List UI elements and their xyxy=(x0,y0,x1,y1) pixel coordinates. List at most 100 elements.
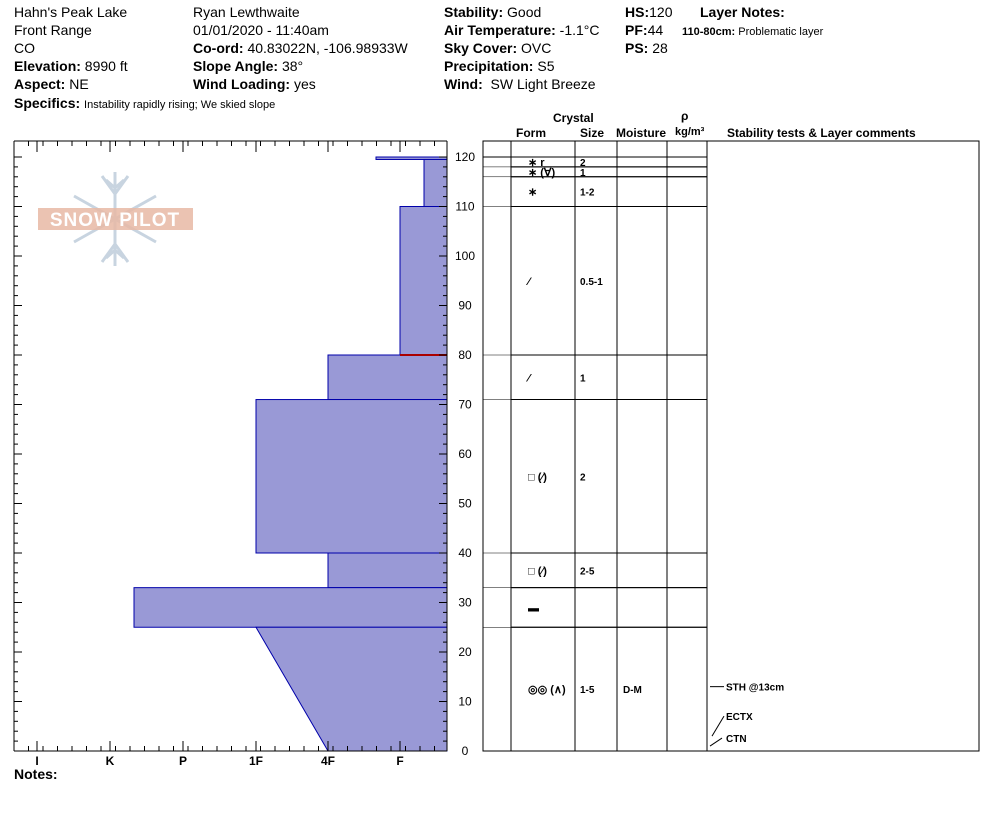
layer-size: 0.5-1 xyxy=(580,277,603,288)
sky-cover: Sky Cover: OVC xyxy=(444,40,551,56)
layer-moisture: D-M xyxy=(623,685,642,696)
layer-form: □ (⁄) xyxy=(528,471,547,483)
wind-value: SW Light Breeze xyxy=(490,76,596,92)
hardness-tick-label: K xyxy=(106,754,115,768)
ps-value: 28 xyxy=(652,40,668,56)
layer-size: 1-5 xyxy=(580,685,595,696)
layer-form: ◎◎ (∧) xyxy=(528,684,566,696)
layer-form: ∗ r xyxy=(528,157,545,169)
hs-label: HS: xyxy=(625,4,650,20)
depth-tick-label: 80 xyxy=(458,348,472,362)
location-name: Hahn's Peak Lake xyxy=(14,4,128,20)
slope-label: Slope Angle: xyxy=(193,58,279,74)
stability-test-label: CTN xyxy=(726,734,747,745)
hardness-tick-label: P xyxy=(179,754,187,768)
form-header: Form xyxy=(516,126,546,140)
aspect-value: NE xyxy=(69,76,89,92)
precip-value: S5 xyxy=(537,58,555,74)
hardness-bar-5 xyxy=(327,552,448,589)
layer-note-range: 110-80cm: xyxy=(682,26,736,38)
precipitation: Precipitation: S5 xyxy=(444,58,554,74)
size-header: Size xyxy=(580,126,605,140)
crystal-header: Crystal xyxy=(553,111,594,125)
pf-value: 44 xyxy=(647,22,664,38)
layer-note: 110-80cm: Problematic layer xyxy=(682,24,823,40)
stability-value: Good xyxy=(507,4,542,20)
sky-label: Sky Cover: xyxy=(444,40,518,56)
layer-form: ⁄ xyxy=(525,372,532,384)
depth-tick-label: 50 xyxy=(458,497,472,511)
depth-tick-label: 60 xyxy=(458,447,472,461)
layer-size: 2 xyxy=(580,158,586,169)
coordinates: Co-ord: 40.83022N, -106.98933W xyxy=(193,40,408,56)
wind-loading: Wind Loading: yes xyxy=(193,76,316,92)
stability-test-pointer xyxy=(711,715,725,737)
wind: Wind: SW Light Breeze xyxy=(444,76,596,92)
depth-tick-label: 10 xyxy=(458,695,472,709)
layer-size: 2-5 xyxy=(580,566,595,577)
hardness-tick-label: 4F xyxy=(321,754,335,768)
hs: HS:120 xyxy=(625,4,672,20)
range-name: Front Range xyxy=(14,22,92,38)
hardness-bar-7 xyxy=(255,626,448,752)
wind-loading-value: yes xyxy=(293,76,316,92)
depth-tick-label: 0 xyxy=(462,744,469,758)
hardness-bar-6 xyxy=(133,587,448,628)
elevation-label: Elevation: xyxy=(14,58,81,74)
hardness-tick-label: 1F xyxy=(249,754,263,768)
layer-form: ⁄ xyxy=(525,276,532,288)
hardness-bar-2 xyxy=(399,206,448,356)
slope-angle: Slope Angle: 38° xyxy=(193,58,303,74)
ps-label: PS: xyxy=(625,40,649,56)
observer-name: Ryan Lewthwaite xyxy=(193,4,300,20)
layer-size: 2 xyxy=(580,472,586,483)
stability-test-pointer xyxy=(709,737,723,747)
hs-value: 120 xyxy=(649,4,673,20)
logo-text: SNOW PILOT xyxy=(50,210,180,231)
state-name: CO xyxy=(14,40,35,56)
stability-label: Stability: xyxy=(444,4,504,20)
elevation-value: 8990 ft xyxy=(84,58,128,74)
precip-label: Precipitation: xyxy=(444,58,534,74)
depth-tick-label: 20 xyxy=(458,645,472,659)
pf: PF:44 xyxy=(625,22,663,38)
coord-label: Co-ord: xyxy=(193,40,244,56)
layer-form: ∗ xyxy=(528,187,537,199)
stability-test-label: ECTX xyxy=(726,712,753,723)
sky-value: OVC xyxy=(521,40,552,56)
layer-table-frame xyxy=(482,140,980,752)
layer-form: ▬ xyxy=(528,602,539,614)
density-unit-header: kg/m³ xyxy=(675,126,705,138)
depth-tick-label: 120 xyxy=(455,150,475,164)
hardness-tick-label: I xyxy=(35,754,38,768)
depth-tick-label: 40 xyxy=(458,546,472,560)
comments-header: Stability tests & Layer comments xyxy=(727,126,916,140)
aspect-label: Aspect: xyxy=(14,76,66,92)
stability: Stability: Good xyxy=(444,4,541,20)
wind-loading-label: Wind Loading: xyxy=(193,76,291,92)
depth-tick-label: 90 xyxy=(458,299,472,313)
depth-tick-label: 70 xyxy=(458,398,472,412)
observation-datetime: 01/01/2020 - 11:40am xyxy=(193,22,329,38)
hardness-bar-3 xyxy=(327,354,448,401)
wind-label: Wind: xyxy=(444,76,483,92)
coord-value: 40.83022N, -106.98933W xyxy=(247,40,408,56)
specifics-value: Instability rapidly rising; We skied slo… xyxy=(84,99,276,111)
layer-form: ∗ (∀) xyxy=(528,167,555,179)
ps: PS: 28 xyxy=(625,40,668,56)
depth-tick-label: 30 xyxy=(458,596,472,610)
moisture-header: Moisture xyxy=(616,126,667,140)
elevation: Elevation: 8990 ft xyxy=(14,58,128,74)
hardness-tick-label: F xyxy=(396,754,403,768)
air-temp-value: -1.1°C xyxy=(559,22,600,38)
layer-size: 1 xyxy=(580,168,586,179)
snow-pilot-logo: SNOW PILOT xyxy=(38,172,193,266)
layer-size: 1 xyxy=(580,373,586,384)
depth-tick-label: 110 xyxy=(455,200,474,214)
air-temp-label: Air Temperature: xyxy=(444,22,556,38)
specifics-label: Specifics: xyxy=(14,95,81,111)
depth-tick-label: 100 xyxy=(455,249,475,263)
specifics: Specifics: Instability rapidly rising; W… xyxy=(14,95,275,113)
layer-note-text: Problematic layer xyxy=(738,26,824,38)
